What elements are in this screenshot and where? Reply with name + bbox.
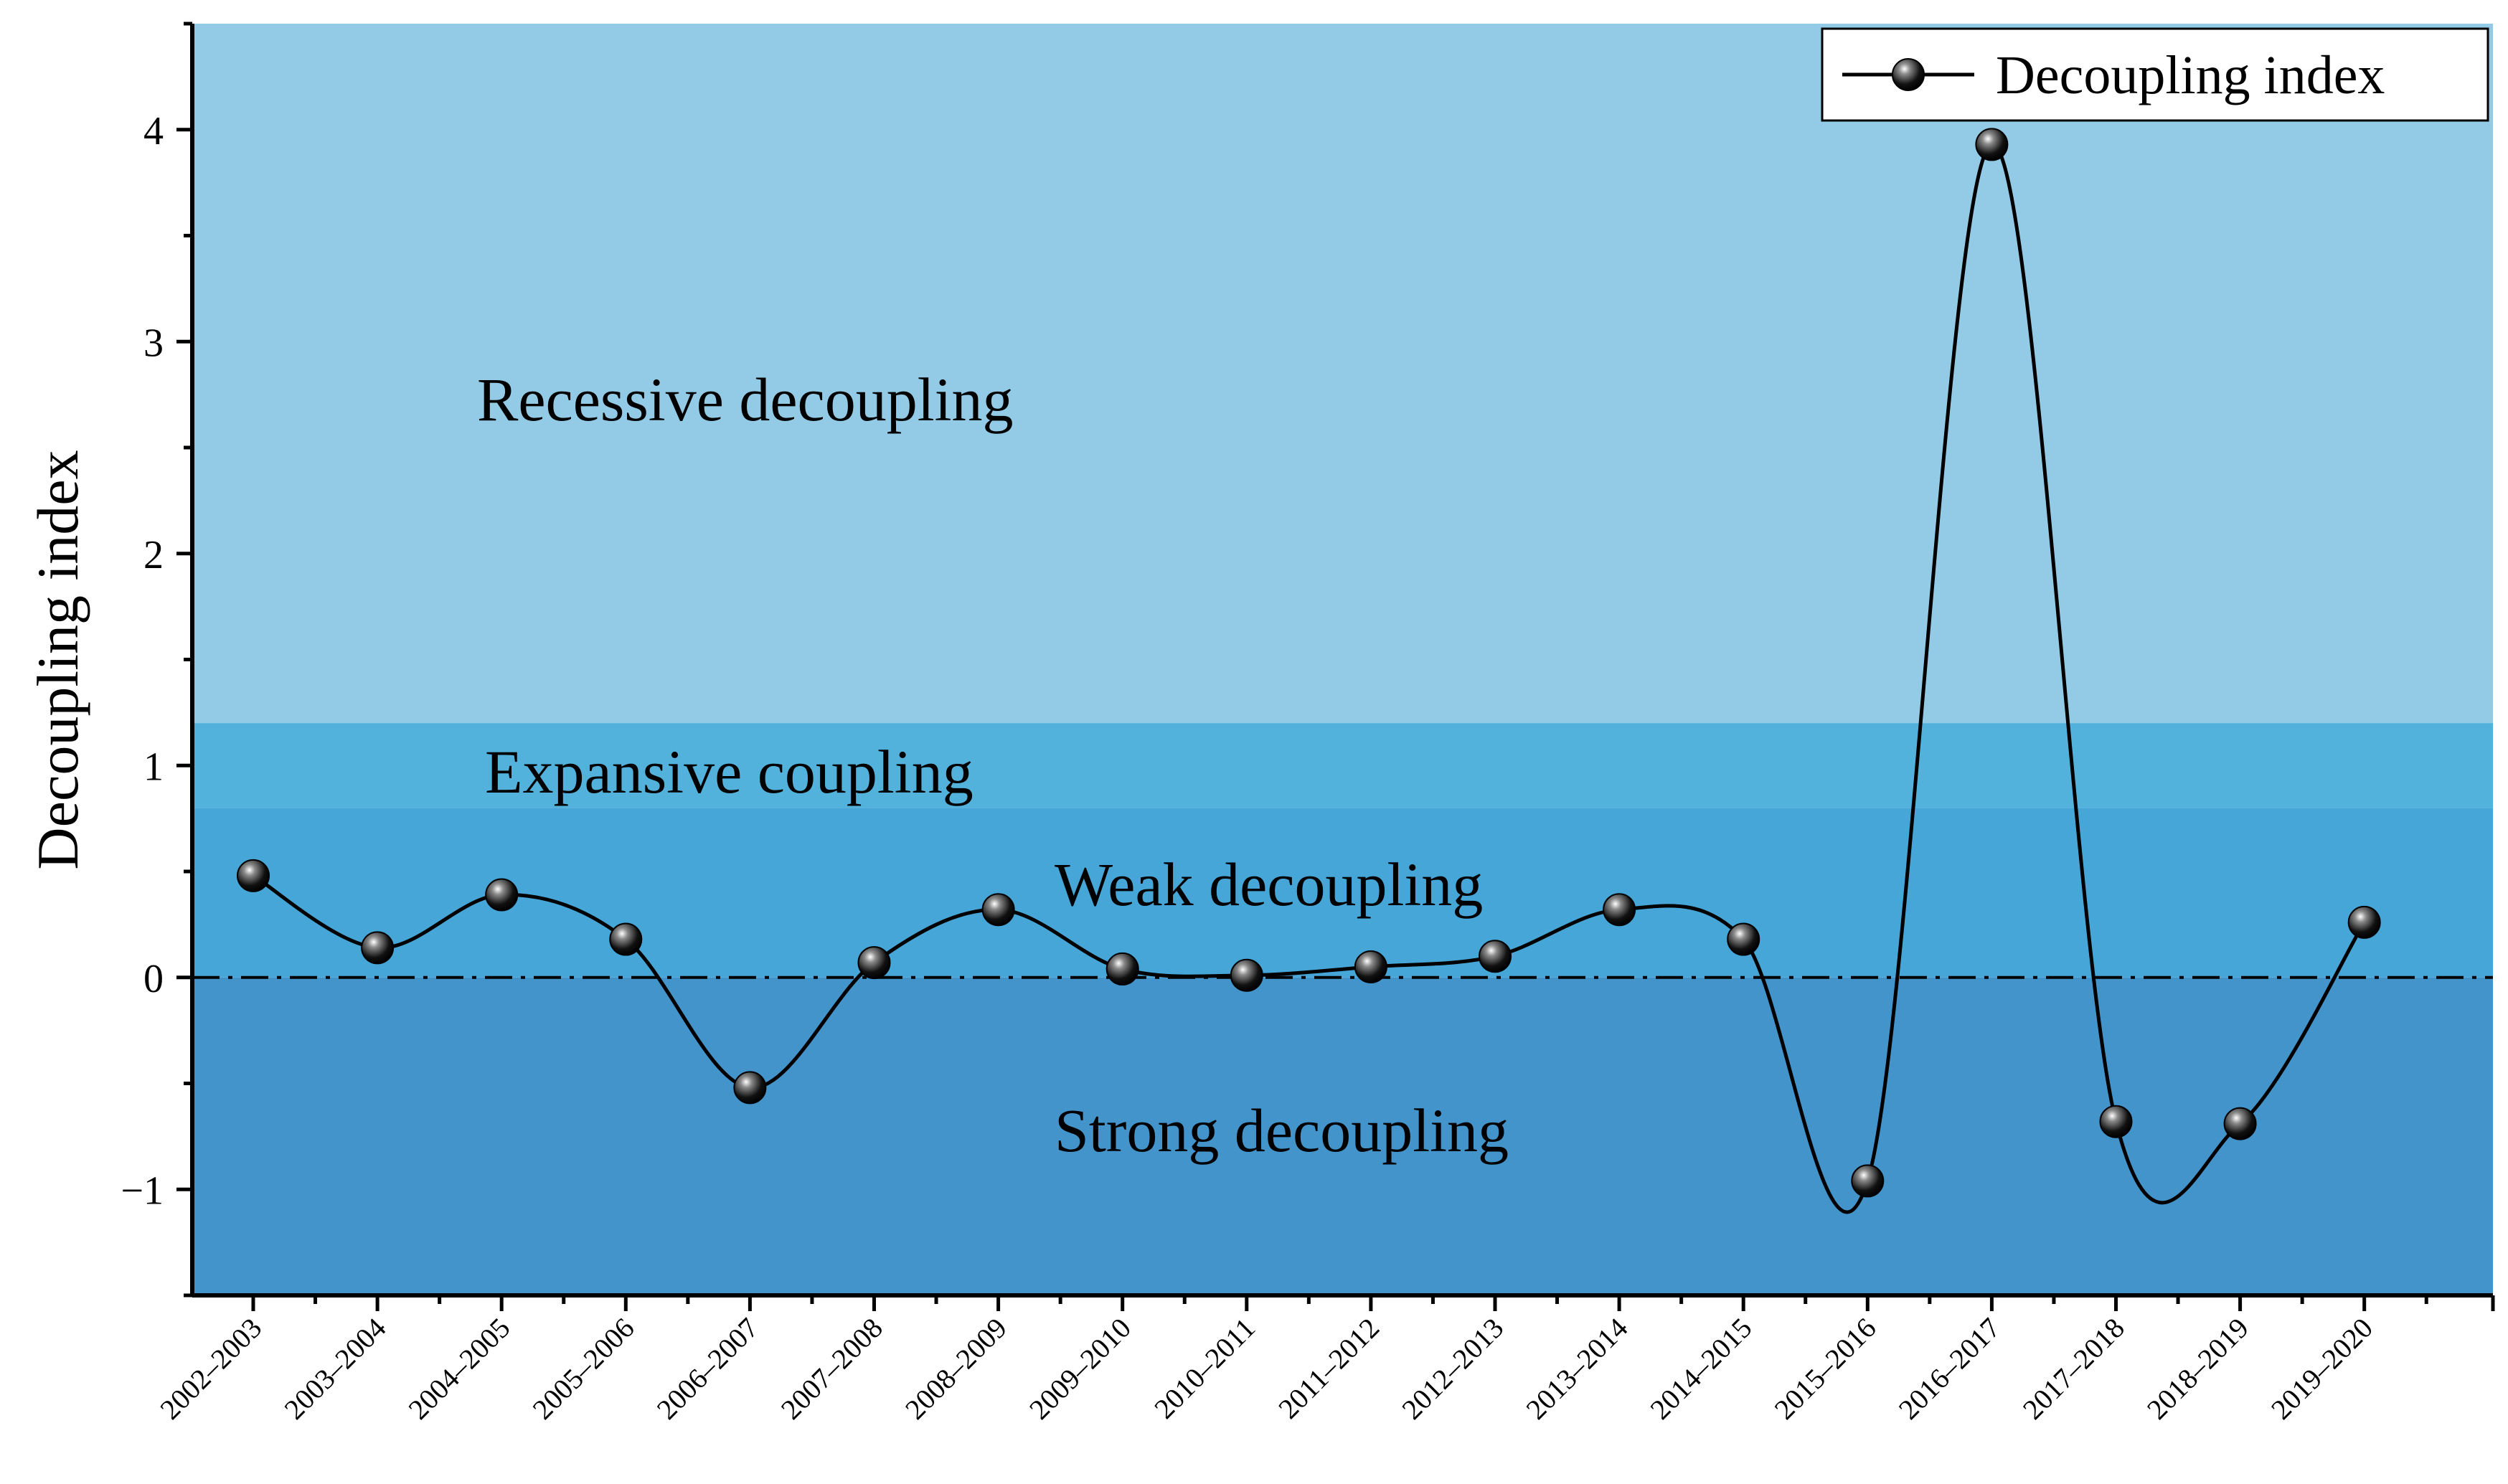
data-point-2005-2006 <box>609 922 643 956</box>
data-point-2014-2015 <box>1727 922 1760 956</box>
data-point-2010-2011 <box>1230 958 1263 992</box>
band-recessive-decoupling <box>192 24 2493 724</box>
label-expansive-coupling: Expansive coupling <box>485 737 974 806</box>
y-tick-label: 0 <box>143 957 164 1001</box>
data-point-2015-2016 <box>1851 1164 1885 1198</box>
band-weak-decoupling <box>192 808 2493 978</box>
data-point-2016-2017 <box>1975 128 2009 161</box>
data-point-2007-2008 <box>857 946 891 980</box>
x-tick-label: 2016–2017 <box>1892 1312 2007 1426</box>
data-point-2006-2007 <box>733 1071 767 1105</box>
y-tick-label: 4 <box>143 109 164 153</box>
x-tick-label: 2002–2003 <box>154 1312 268 1426</box>
y-tick-label: 1 <box>143 745 164 789</box>
legend: Decoupling index <box>1821 27 2489 122</box>
data-point-2002-2003 <box>237 859 270 892</box>
x-tick-label: 2012–2013 <box>1395 1312 1509 1426</box>
data-point-2009-2010 <box>1106 952 1139 986</box>
data-point-2004-2005 <box>485 878 519 912</box>
y-tick-label: 3 <box>143 321 164 365</box>
x-tick-label: 2007–2008 <box>775 1312 889 1426</box>
data-point-2017-2018 <box>2099 1105 2133 1138</box>
y-tick-label: −1 <box>121 1168 164 1213</box>
x-tick-label: 2011–2012 <box>1272 1312 1385 1425</box>
series-line-decoupling-index <box>252 142 2366 1214</box>
x-tick-label: 2005–2006 <box>527 1312 641 1426</box>
data-point-2008-2009 <box>981 893 1015 927</box>
legend-marker <box>1892 58 1925 91</box>
data-point-2003-2004 <box>361 931 395 965</box>
data-point-2013-2014 <box>1603 893 1636 927</box>
x-tick-label: 2003–2004 <box>278 1312 392 1426</box>
x-tick-label: 2017–2018 <box>2017 1312 2131 1426</box>
x-tick-label: 2014–2015 <box>1644 1312 1758 1426</box>
label-recessive-decoupling: Recessive decoupling <box>477 365 1014 434</box>
label-strong-decoupling: Strong decoupling <box>1055 1096 1509 1165</box>
label-weak-decoupling: Weak decoupling <box>1055 850 1483 919</box>
data-point-2011-2012 <box>1354 950 1387 983</box>
band-expansive-coupling <box>192 723 2493 808</box>
data-point-2012-2013 <box>1479 940 1512 973</box>
data-point-2018-2019 <box>2223 1107 2257 1140</box>
x-tick-label: 2019–2020 <box>2265 1312 2379 1426</box>
x-tick-label: 2009–2010 <box>1023 1312 1137 1426</box>
x-tick-label: 2008–2009 <box>899 1312 1013 1426</box>
x-tick-label: 2006–2007 <box>651 1312 765 1426</box>
y-tick-label: 2 <box>143 533 164 577</box>
x-tick-label: 2004–2005 <box>402 1312 516 1426</box>
x-tick-label: 2013–2014 <box>1519 1312 1634 1426</box>
data-point-2019-2020 <box>2347 905 2381 939</box>
x-tick-label: 2018–2019 <box>2141 1312 2255 1426</box>
x-tick-label: 2015–2016 <box>1768 1312 1882 1426</box>
x-tick-label: 2010–2011 <box>1148 1312 1261 1425</box>
legend-label: Decoupling index <box>1996 45 2385 105</box>
y-axis-title: Decoupling index <box>25 450 90 869</box>
